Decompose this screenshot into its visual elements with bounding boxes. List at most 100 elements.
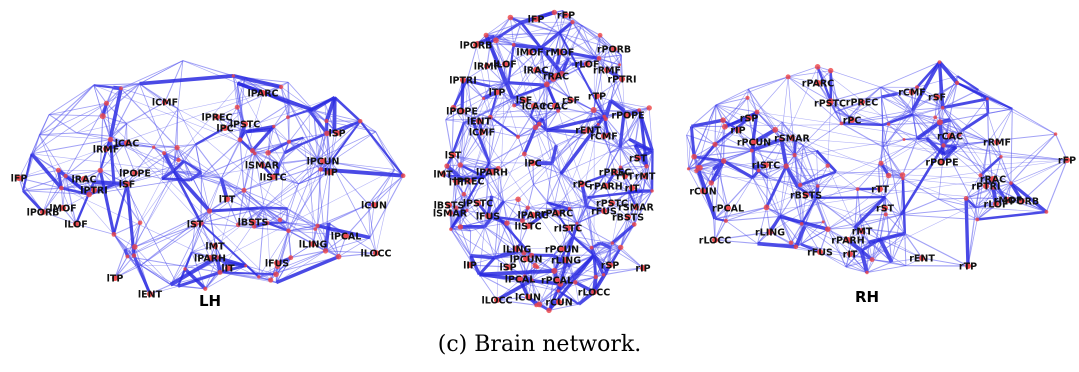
network-edge (558, 32, 606, 117)
network-edge (266, 221, 289, 232)
network-edge (715, 104, 758, 113)
network-edge (170, 169, 395, 285)
network-edge (830, 100, 842, 124)
network-edge (714, 163, 721, 219)
network-node (799, 222, 804, 226)
region-node-lst (192, 221, 198, 227)
network-edge (476, 34, 495, 45)
region-node-lrac (533, 67, 539, 73)
network-edge (866, 214, 902, 273)
network-edge (787, 76, 842, 124)
network-edge (976, 141, 989, 220)
network-node (132, 244, 138, 250)
network-edge (546, 129, 621, 148)
network-node (514, 245, 520, 250)
network-edge (551, 163, 562, 175)
network-node (512, 103, 516, 108)
network-edge (124, 178, 163, 250)
network-edge (546, 32, 561, 86)
network-node (523, 274, 527, 278)
network-node (162, 151, 167, 156)
network-edge (794, 155, 803, 224)
network-edge (781, 139, 804, 146)
network-edge (489, 82, 505, 118)
network-edge (243, 190, 249, 209)
network-node (452, 179, 457, 183)
network-node (772, 126, 779, 133)
network-edge (264, 158, 318, 209)
network-node (203, 286, 208, 291)
network-node (358, 119, 363, 124)
network-node (839, 121, 844, 126)
network-node (590, 107, 597, 113)
region-label: lFUS (476, 212, 500, 223)
network-edge (560, 173, 578, 224)
region-node-lpcun (523, 256, 529, 262)
network-edge (628, 191, 635, 225)
network-edge (724, 88, 749, 127)
network-edge (243, 153, 256, 191)
network-edge (486, 169, 505, 202)
network-edge (338, 237, 371, 257)
network-edge (286, 208, 290, 231)
network-edge (751, 129, 776, 152)
network-edge (975, 197, 1005, 209)
network-edge (258, 230, 289, 278)
network-edge (524, 153, 553, 164)
network-edge (603, 116, 621, 148)
region-label: rPORB (597, 45, 631, 56)
region-label: lTP (107, 274, 124, 285)
network-edge (903, 139, 1068, 161)
network-edge (603, 100, 612, 117)
network-node (798, 182, 803, 188)
network-edge (48, 84, 94, 115)
network-edge (827, 196, 886, 230)
network-edge (899, 144, 945, 216)
network-edge (788, 70, 831, 78)
region-label: lCUN (361, 201, 387, 212)
network-edge (120, 83, 140, 89)
network-edge (127, 210, 210, 257)
network-edge (766, 207, 771, 233)
network-edge (535, 85, 548, 128)
network-node (567, 207, 572, 211)
region-label: rRAC (543, 72, 569, 83)
network-edge (497, 168, 505, 202)
network-edge (491, 195, 504, 202)
region-label: lSP (328, 129, 345, 140)
network-edge (696, 104, 717, 168)
network-edge (134, 172, 163, 179)
network-edge (243, 158, 318, 191)
network-edge (830, 86, 881, 102)
network-node (234, 104, 240, 110)
network-edge (576, 147, 621, 224)
network-edge (884, 196, 906, 234)
network-edge (450, 82, 509, 230)
network-edge (577, 290, 596, 306)
region-label: rSP (601, 261, 620, 272)
network-edge (243, 189, 288, 209)
network-edge (553, 223, 578, 272)
region-label: rRMF (983, 138, 1011, 149)
region-node-lprec (466, 178, 472, 184)
region-node-rparc (554, 210, 560, 216)
network-edge (99, 116, 104, 171)
network-edge (523, 153, 534, 185)
network-edge (368, 204, 377, 254)
network-edge (603, 247, 611, 275)
network-edge (719, 163, 727, 221)
network-node (453, 205, 459, 211)
network-node (785, 74, 791, 80)
network-edge (880, 163, 886, 198)
network-edge (23, 187, 62, 192)
network-edge (959, 134, 989, 142)
region-label: lCMF (469, 128, 495, 139)
region-node-lparh (489, 169, 495, 175)
network-edge (93, 85, 111, 140)
network-edge (880, 86, 913, 115)
network-edge (815, 171, 837, 199)
network-node (287, 139, 291, 144)
network-edge (273, 103, 290, 127)
network-edge (497, 216, 533, 257)
network-edge (110, 88, 122, 140)
